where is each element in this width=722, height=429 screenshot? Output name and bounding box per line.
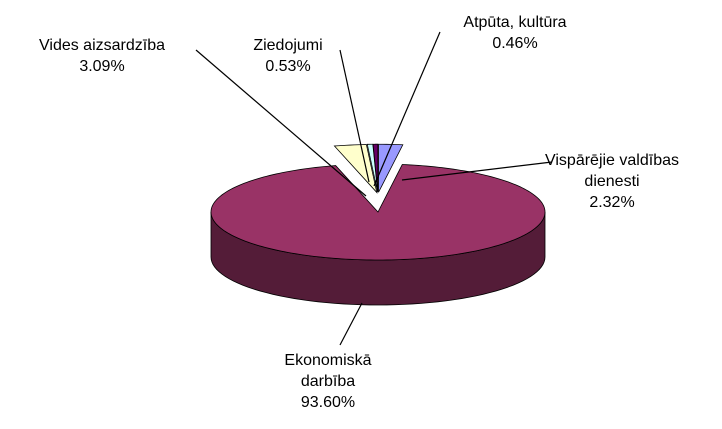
slice-label: Ziedojumi 0.53%: [238, 35, 338, 77]
leader-line: [339, 49, 370, 183]
value-label: 0.46%: [492, 35, 538, 52]
category-name: Ziedojumi: [253, 37, 323, 54]
value-label: 3.09%: [79, 58, 125, 75]
slice-label: Ekonomiskā darbība 93.60%: [273, 350, 383, 413]
slice: [378, 143, 404, 193]
leader-line: [401, 161, 553, 181]
slice: [333, 144, 378, 194]
leader-line: [373, 31, 441, 187]
slice-label: Vispārējie valdības dienesti 2.32%: [522, 150, 702, 213]
value-label: 2.32%: [589, 194, 635, 211]
category-name: Vispārējie valdības dienesti: [544, 152, 679, 190]
slice-label: Vides aizsardzība 3.09%: [7, 35, 197, 77]
leader-line: [195, 49, 367, 197]
slice: [210, 164, 546, 261]
value-label: 0.53%: [265, 58, 311, 75]
category-name: Vides aizsardzība: [39, 37, 165, 54]
slice-label: Atpūta, kultūra 0.46%: [430, 12, 600, 54]
category-name: Ekonomiskā darbība: [284, 352, 372, 390]
category-name: Atpūta, kultūra: [463, 14, 567, 31]
value-label: 93.60%: [300, 394, 356, 411]
leader-line: [339, 302, 363, 346]
